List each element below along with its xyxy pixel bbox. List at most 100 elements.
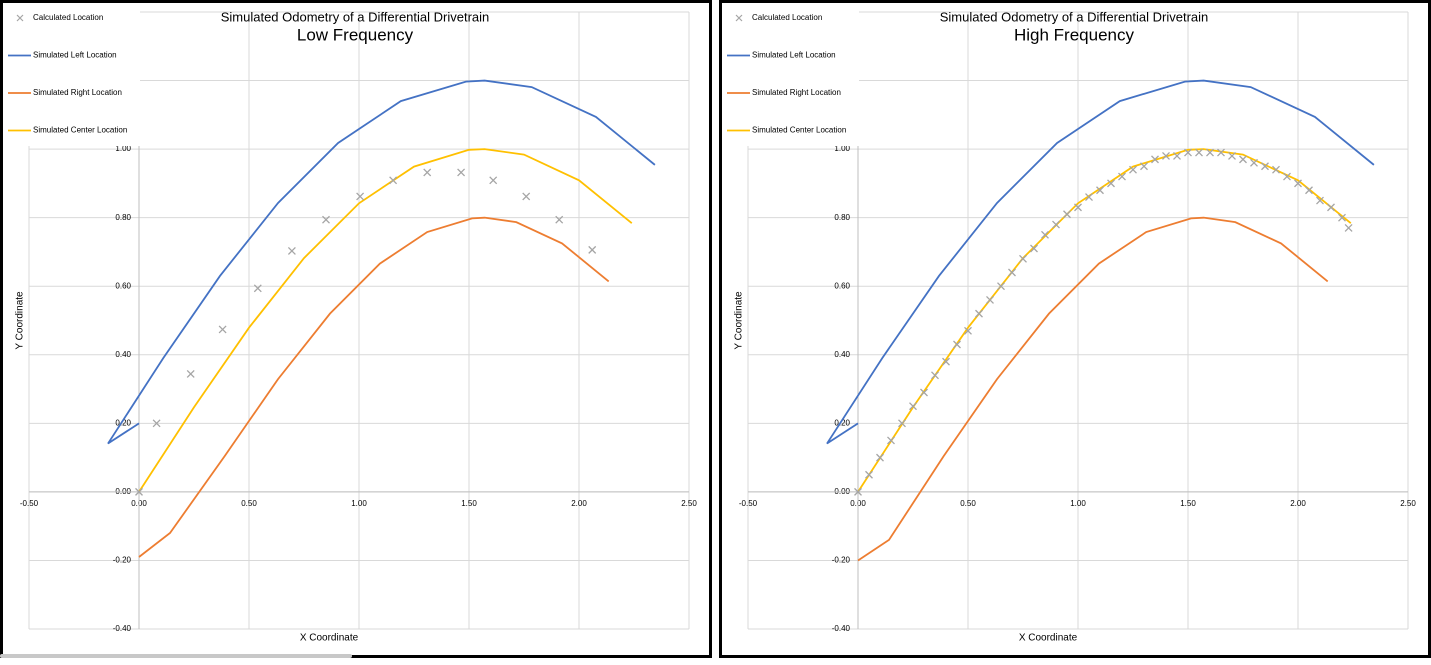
y-tick-label: 0.80 (834, 213, 850, 222)
legend-box (723, 6, 859, 146)
calculated-point (1195, 148, 1203, 157)
legend-label: Simulated Center Location (752, 126, 846, 135)
calculated-point (887, 436, 895, 445)
calculated-point (920, 388, 928, 397)
series-line (857, 216, 1329, 562)
x-tick-label: 2.50 (1400, 499, 1416, 508)
calculated-point (1217, 148, 1225, 157)
calculated-point (322, 215, 330, 224)
chart-panel: -0.50 0.00 0.50 1.00 1.50 2.00 2.50-0.40-0.200… (0, 0, 712, 658)
calculated-point (287, 246, 296, 255)
calculated-point (1261, 162, 1269, 171)
calculated-point (854, 487, 862, 496)
calculated-point (1019, 254, 1027, 263)
calculated-point (1085, 193, 1093, 202)
x-axis-title: X Coordinate (300, 633, 359, 644)
calculated-point (152, 419, 161, 428)
calculated-point (942, 357, 950, 366)
x-tick-label: 1.50 (461, 499, 477, 508)
legend-label: Simulated Right Location (33, 88, 122, 97)
calculated-point (522, 192, 531, 201)
calculated-point (1151, 155, 1159, 164)
calculated-point (986, 295, 994, 304)
y-tick-label: 0.20 (834, 418, 850, 427)
calculated-point (1063, 210, 1071, 219)
y-tick-label: 0.60 (115, 281, 131, 290)
calculated-point (1228, 152, 1236, 160)
x-tick-label: -0.50 (20, 499, 39, 508)
calculated-point (1041, 230, 1049, 239)
calculated-point (898, 419, 906, 428)
series-line (107, 79, 656, 445)
calculated-point (1239, 155, 1247, 164)
calculated-point (1272, 165, 1280, 174)
chart-subtitle: High Frequency (1014, 25, 1135, 44)
x-tick-label: 0.50 (241, 499, 257, 508)
series-line (138, 216, 610, 558)
calculated-point (1118, 172, 1126, 181)
calculated-point (186, 370, 195, 378)
calculated-point (457, 168, 466, 177)
calculated-point (1206, 148, 1214, 157)
calculated-point (931, 371, 939, 380)
legend-marker (735, 14, 743, 22)
chart-subtitle: Low Frequency (297, 25, 414, 44)
y-tick-label: 0.40 (834, 350, 850, 359)
calculated-point (1294, 179, 1302, 188)
x-tick-label: 0.50 (960, 499, 976, 508)
calculated-point (1140, 162, 1148, 171)
calculated-point (1096, 186, 1104, 195)
y-tick-label: 0.20 (115, 418, 131, 427)
calculated-point (876, 453, 884, 462)
calculated-point (1008, 268, 1016, 277)
chart-title: Simulated Odometry of a Differential Dri… (940, 9, 1209, 24)
x-tick-label: 1.00 (351, 499, 367, 508)
calculated-point (555, 215, 564, 224)
calculated-point (964, 326, 972, 335)
calculated-point (389, 176, 398, 185)
y-tick-label: 1.00 (115, 144, 131, 153)
legend-label: Simulated Right Location (752, 88, 841, 97)
calculated-point (1162, 152, 1170, 160)
calculated-point (1074, 203, 1082, 212)
calculated-point (489, 176, 498, 185)
chart-title: Simulated Odometry of a Differential Dri… (221, 9, 490, 24)
y-tick-label: 0.60 (834, 281, 850, 290)
calculated-point (135, 487, 143, 496)
calculated-point (1344, 223, 1353, 232)
calculated-point (253, 284, 262, 293)
calculated-point (1283, 172, 1291, 181)
calculated-point (1052, 220, 1060, 229)
y-tick-label: -0.40 (832, 624, 851, 633)
calculated-point (356, 192, 365, 201)
calculated-point (953, 340, 961, 349)
x-tick-label: 2.50 (681, 499, 697, 508)
legend-marker (16, 14, 24, 22)
calculated-point (1316, 196, 1324, 205)
y-tick-label: 0.40 (115, 350, 131, 359)
y-axis-title: Y Coordinate (15, 291, 26, 350)
y-tick-label: -0.40 (113, 624, 132, 633)
calculated-point (1030, 244, 1038, 253)
calculated-point (588, 245, 597, 254)
x-tick-label: 1.00 (1070, 499, 1086, 508)
calculated-point (423, 168, 432, 177)
calculated-point (975, 309, 983, 318)
legend-label: Simulated Left Location (752, 51, 836, 60)
y-tick-label: 0.80 (115, 213, 131, 222)
x-tick-label: 2.00 (571, 499, 587, 508)
x-tick-label: 2.00 (1290, 499, 1306, 508)
calculated-point (1107, 179, 1115, 188)
calculated-point (1250, 158, 1258, 167)
x-tick-label: 1.50 (1180, 499, 1196, 508)
x-tick-label: -0.50 (739, 499, 758, 508)
calculated-point (909, 402, 917, 411)
y-tick-label: -0.20 (832, 556, 851, 565)
calculated-point (1305, 186, 1313, 195)
series-line (138, 148, 633, 493)
calculated-point (1129, 165, 1137, 174)
legend-label: Calculated Location (752, 13, 822, 22)
legend-label: Simulated Left Location (33, 51, 117, 60)
calculated-point (1173, 152, 1181, 160)
